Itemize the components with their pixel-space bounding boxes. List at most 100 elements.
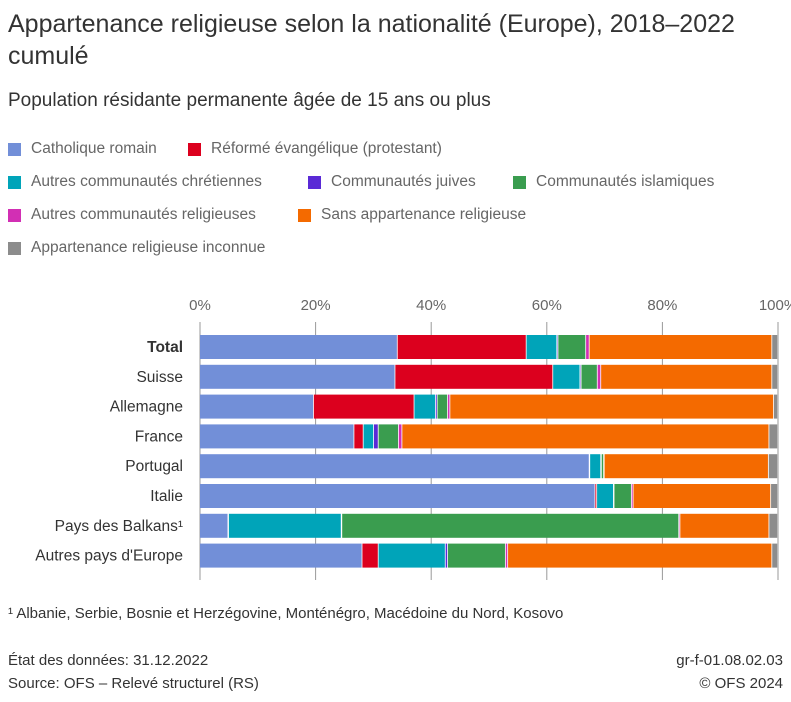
bar-segment (200, 394, 314, 419)
legend-swatch (308, 175, 321, 189)
legend-label: Communautés islamiques (536, 173, 715, 190)
data-state: État des données: 31.12.2022 (8, 652, 209, 669)
bar-segment (435, 394, 437, 419)
bar-segment (397, 335, 526, 359)
legend-label: Appartenance religieuse inconnue (31, 239, 266, 256)
bar-segment (633, 484, 771, 508)
bar-segment (680, 513, 769, 538)
bar-segment (773, 394, 778, 419)
legend-label: Réformé évangélique (protestant) (211, 140, 442, 157)
bar-segment (772, 335, 778, 359)
x-tick-label: 100% (759, 297, 791, 314)
legend-label: Autres communautés religieuses (31, 206, 256, 223)
bar-segment (378, 543, 445, 568)
bar-segment (447, 394, 450, 419)
x-tick-label: 20% (301, 297, 331, 314)
copyright: © OFS 2024 (699, 675, 783, 692)
legend-item: Autres communautés chrétiennes (8, 173, 262, 191)
bar-segment (558, 335, 586, 359)
bar-segment (614, 484, 631, 508)
bar-segment (373, 424, 378, 449)
chart-subtitle: Population résidante permanente âgée de … (8, 90, 491, 111)
bar-segment (200, 424, 354, 449)
bar-segment (597, 484, 614, 508)
legend-item: Autres communautés religieuses (8, 206, 256, 224)
chart-title: Appartenance religieuse selon la nationa… (8, 10, 735, 70)
bar-segment (772, 543, 778, 568)
legend-item: Sans appartenance religieuse (298, 206, 526, 224)
bar-segment (437, 394, 448, 419)
bar-segment (313, 394, 414, 419)
bar-segment (200, 543, 362, 568)
bar-segment (447, 543, 505, 568)
bar-segment (354, 424, 363, 449)
bar-segment (595, 484, 597, 508)
category-label: Italie (150, 488, 183, 505)
x-tick-label: 0% (189, 297, 211, 314)
legend-swatch (8, 208, 21, 222)
legend-item: Réformé évangélique (protestant) (188, 140, 442, 158)
legend-swatch (298, 208, 311, 222)
legend-swatch (8, 241, 21, 255)
legend-swatch (513, 175, 526, 189)
category-label: Portugal (125, 458, 183, 475)
legend-label: Catholique romain (31, 140, 157, 157)
bar-segment (526, 335, 557, 359)
bar-segment (508, 543, 772, 568)
bar-segment (398, 424, 402, 449)
bar-segment (402, 424, 769, 449)
bar-segment (771, 484, 778, 508)
bar-segment (445, 543, 448, 568)
bar-segment (769, 513, 778, 538)
x-tick-label: 40% (416, 297, 446, 314)
bar-segment (228, 513, 341, 538)
bar-segment (601, 454, 604, 479)
bar-segment (200, 454, 589, 479)
footnote: ¹ Albanie, Serbie, Bosnie et Herzégovine… (8, 605, 564, 622)
bar-segment (772, 364, 778, 389)
chart-code: gr-f-01.08.02.03 (676, 652, 783, 669)
legend: Catholique romain Réformé évangélique (pr… (8, 140, 778, 270)
category-label: Autres pays d'Europe (35, 548, 183, 565)
x-tick-label: 60% (532, 297, 562, 314)
bar-segment (768, 454, 778, 479)
category-label: France (135, 428, 183, 445)
bar-segment (589, 335, 772, 359)
source: Source: OFS – Relevé structurel (RS) (8, 675, 259, 692)
bar-segment (553, 364, 580, 389)
bar-segment (395, 364, 553, 389)
bar-segment (601, 364, 772, 389)
bar-segment (604, 454, 768, 479)
bar-segment (505, 543, 508, 568)
legend-label: Sans appartenance religieuse (321, 206, 527, 223)
bar-segment (586, 335, 589, 359)
bar-segment (631, 484, 633, 508)
bar-segment (597, 364, 601, 389)
bar-segment (414, 394, 436, 419)
bar-segment (342, 513, 679, 538)
bar-segment (769, 424, 778, 449)
category-label: Allemagne (110, 399, 183, 416)
bar-segment (200, 364, 395, 389)
x-tick-label: 80% (647, 297, 677, 314)
legend-swatch (8, 175, 21, 189)
bar-segment (450, 394, 774, 419)
bar-segment (378, 424, 399, 449)
category-label: Total (147, 339, 183, 356)
bar-segment (200, 484, 595, 508)
category-label: Pays des Balkans¹ (55, 518, 183, 535)
legend-label: Autres communautés chrétiennes (31, 173, 262, 190)
bar-segment (200, 513, 228, 538)
legend-label: Communautés juives (331, 173, 476, 190)
legend-item: Catholique romain (8, 140, 157, 158)
bar-segment (590, 454, 601, 479)
bar-segment (363, 424, 374, 449)
category-label: Suisse (136, 369, 183, 386)
legend-item: Appartenance religieuse inconnue (8, 239, 265, 257)
legend-swatch (8, 142, 21, 156)
bar-segment (362, 543, 378, 568)
bar-segment (200, 335, 397, 359)
legend-swatch (188, 142, 201, 156)
